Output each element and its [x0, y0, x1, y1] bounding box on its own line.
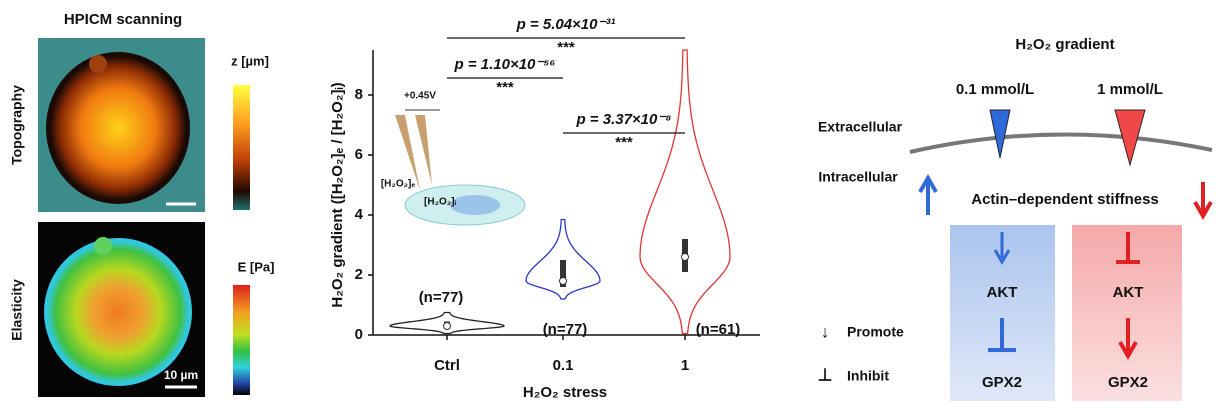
legend-label: Inhibit	[847, 368, 889, 384]
significance-stars: ***	[496, 79, 514, 96]
inset-label: [H₂O₂]ₑ	[381, 179, 416, 190]
colorbar	[233, 285, 250, 395]
n-label: (n=61)	[696, 321, 741, 338]
n-label: (n=77)	[419, 289, 464, 306]
x-tick-label: Ctrl	[434, 357, 460, 374]
cell-bump	[89, 55, 107, 73]
up-arrow	[920, 178, 936, 215]
node-label: GPX2	[1108, 374, 1148, 391]
violin	[526, 220, 600, 300]
colorbar	[233, 85, 250, 210]
dose-label: 0.1 mmol/L	[956, 81, 1034, 98]
x-tick-label: 0.1	[553, 357, 574, 374]
y-tick-label: 8	[355, 86, 363, 103]
cell-bump	[94, 237, 112, 255]
node-label: GPX2	[982, 374, 1022, 391]
node-label: AKT	[1113, 284, 1144, 301]
down-arrow	[1195, 182, 1211, 216]
colorbar-label: z [µm]	[231, 53, 269, 68]
cell-topography	[50, 56, 186, 200]
figure: HPICM scanning Topography z [µm] 10 µm E…	[0, 0, 1217, 408]
colorbar-label: E [Pa]	[238, 259, 275, 274]
diagram-title: H₂O₂ gradient	[1015, 36, 1114, 53]
dose-label: 1 mmol/L	[1097, 81, 1163, 98]
y-tick-label: 2	[355, 266, 363, 283]
y-tick-label: 0	[355, 326, 363, 343]
membrane	[910, 134, 1212, 152]
y-axis-label: H₂O₂ gradient ([H₂O₂]ₑ / [H₂O₂]ᵢ)	[329, 82, 346, 307]
y-tick-label: 4	[355, 206, 364, 223]
legend-label: Promote	[847, 324, 904, 340]
legend-symbol: ⊥	[818, 365, 833, 384]
significance-stars: ***	[557, 39, 575, 56]
median	[560, 278, 567, 285]
scale-bar-label: 10 µm	[164, 368, 198, 382]
inset-nucleus	[450, 195, 500, 215]
stiffness-label: Actin–dependent stiffness	[971, 191, 1159, 208]
panel-title: HPICM scanning	[64, 11, 182, 28]
gradient-low	[990, 110, 1010, 158]
significance-stars: ***	[615, 134, 633, 151]
p-value: p = 5.04×10⁻³¹	[516, 16, 616, 33]
inset-label: +0.45V	[404, 91, 436, 102]
median	[444, 323, 451, 330]
n-label: (n=77)	[543, 321, 588, 338]
p-value: p = 1.10×10⁻⁵⁶	[454, 56, 556, 73]
median	[682, 254, 689, 261]
p-value: p = 3.37×10⁻⁸	[575, 111, 671, 128]
x-axis-label: H₂O₂ stress	[523, 384, 607, 401]
x-tick-label: 1	[681, 357, 689, 374]
y-tick-label: 6	[355, 146, 363, 163]
row-label: Elasticity	[9, 279, 25, 341]
region-label: Intracellular	[818, 169, 898, 185]
legend-symbol: ↓	[821, 322, 830, 341]
region-label: Extracellular	[818, 119, 903, 135]
cell-elasticity	[47, 241, 189, 383]
inset-probe	[415, 115, 432, 185]
violin	[640, 50, 730, 334]
row-label: Topography	[9, 85, 25, 165]
node-label: AKT	[987, 284, 1018, 301]
inset-label: [H₂O₂]ᵢ	[424, 197, 457, 208]
